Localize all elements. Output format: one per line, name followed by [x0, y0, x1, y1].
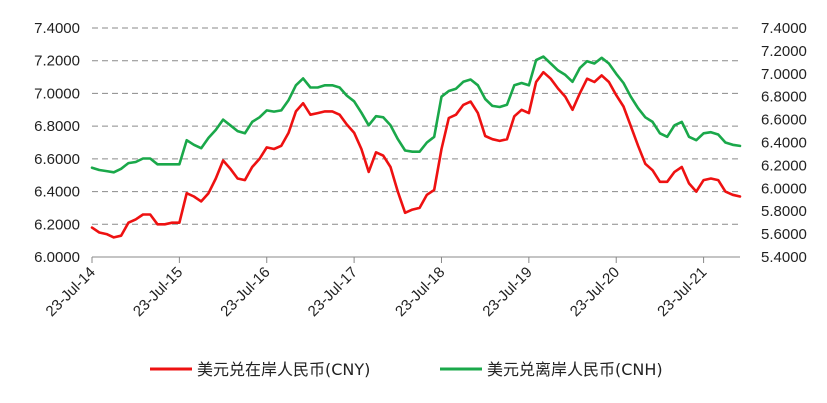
left-y-tick-label: 6.2000 [34, 216, 80, 233]
left-y-tick-label: 6.4000 [34, 184, 80, 201]
right-y-tick-label: 6.0000 [761, 180, 807, 197]
right-y-tick-label: 7.4000 [761, 20, 807, 37]
legend-label-cnh: 美元兑离岸人民币(CNH) [487, 360, 663, 379]
legend-item-cny[interactable]: 美元兑在岸人民币(CNY) [150, 360, 370, 379]
left-y-tick-label: 7.2000 [34, 53, 80, 70]
x-tick-label: 23-Jul-19 [479, 264, 535, 320]
x-tick-label: 23-Jul-16 [217, 264, 273, 320]
series-line-cnh [90, 55, 742, 174]
left-y-tick-label: 6.0000 [34, 249, 80, 266]
legend: 美元兑在岸人民币(CNY) 美元兑离岸人民币(CNH) [150, 360, 663, 379]
x-axis-ticks: 23-Jul-14 23-Jul-15 23-Jul-16 23-Jul-17 23-J… [43, 264, 711, 320]
right-y-tick-label: 5.6000 [761, 226, 807, 243]
left-y-tick-label: 6.6000 [34, 151, 80, 168]
x-tick-label: 23-Jul-17 [305, 264, 361, 320]
right-y-tick-label: 5.4000 [761, 249, 807, 266]
series-layer [90, 55, 742, 239]
right-y-tick-label: 6.8000 [761, 89, 807, 106]
x-tick-label: 23-Jul-15 [130, 264, 186, 320]
axes [91, 256, 740, 263]
x-tick-label: 23-Jul-14 [43, 264, 99, 320]
right-y-tick-label: 6.2000 [761, 157, 807, 174]
legend-label-cny: 美元兑在岸人民币(CNY) [197, 360, 370, 379]
right-y-axis-ticks: 5.4000 5.6000 5.8000 6.0000 6.2000 6.4000 6.60… [761, 20, 807, 266]
x-tick-label: 23-Jul-20 [567, 264, 623, 320]
series-line-cny [90, 70, 742, 239]
x-tick-label: 23-Jul-21 [654, 264, 710, 320]
right-y-tick-label: 7.2000 [761, 43, 807, 60]
right-y-tick-label: 7.0000 [761, 66, 807, 83]
right-y-tick-label: 6.6000 [761, 112, 807, 129]
right-y-tick-label: 6.4000 [761, 135, 807, 152]
left-y-tick-label: 7.4000 [34, 20, 80, 37]
left-y-tick-label: 6.8000 [34, 118, 80, 135]
left-y-axis-ticks: 6.0000 6.2000 6.4000 6.6000 6.8000 7.0000 7.20… [34, 20, 80, 266]
left-y-tick-label: 7.0000 [34, 85, 80, 102]
legend-item-cnh[interactable]: 美元兑离岸人民币(CNH) [440, 360, 663, 379]
right-y-tick-label: 5.8000 [761, 203, 807, 220]
x-tick-label: 23-Jul-18 [392, 264, 448, 320]
